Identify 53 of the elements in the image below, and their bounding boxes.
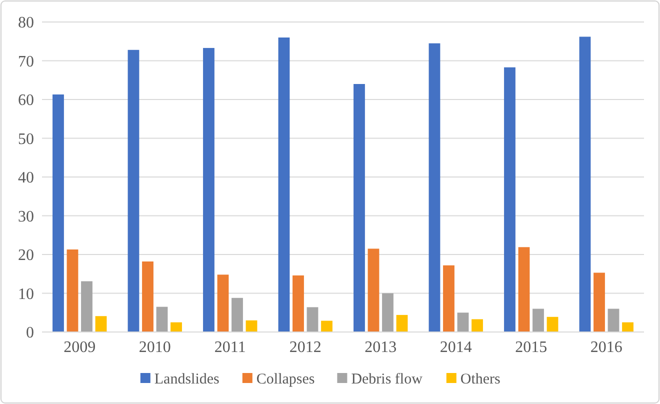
y-tick-label: 30	[18, 208, 34, 226]
x-tick-label: 2014	[440, 339, 472, 356]
x-tick-label: 2016	[590, 339, 622, 356]
y-tick-label: 50	[18, 130, 34, 148]
legend-label: Debris flow	[351, 371, 423, 388]
x-tick-label: 2011	[214, 339, 246, 356]
bar	[217, 274, 229, 332]
bar	[52, 94, 64, 332]
y-tick-label: 0	[26, 324, 34, 342]
bar	[128, 50, 140, 332]
x-tick-label: 2010	[138, 339, 171, 356]
bar	[292, 275, 304, 332]
bar	[81, 281, 92, 332]
x-tick-label: 2015	[515, 339, 548, 356]
y-tick-label: 80	[18, 14, 34, 32]
y-tick-label: 20	[18, 247, 34, 264]
bar	[428, 43, 440, 332]
y-tick-label: 70	[18, 53, 34, 70]
bar	[368, 248, 380, 332]
bar	[472, 319, 483, 332]
bar	[457, 312, 469, 332]
bar	[142, 261, 154, 332]
bar	[396, 314, 408, 332]
legend-label: Landslides	[154, 371, 220, 388]
bar	[594, 272, 605, 332]
bar	[170, 322, 182, 332]
y-tick-label: 60	[18, 92, 34, 110]
bar	[579, 36, 591, 332]
legend-label: Collapses	[256, 371, 315, 388]
bar	[518, 247, 530, 332]
bar	[354, 84, 365, 332]
bar	[532, 308, 544, 332]
bar	[232, 298, 243, 332]
bar	[382, 293, 394, 332]
bar	[443, 265, 454, 332]
bar	[608, 308, 620, 332]
bar	[203, 48, 214, 332]
bar	[306, 307, 318, 332]
bar	[622, 322, 634, 332]
bar	[66, 249, 78, 332]
bar	[321, 320, 332, 332]
bar	[156, 306, 168, 332]
bar	[95, 316, 107, 332]
legend-label: Others	[460, 371, 501, 388]
y-tick-label: 10	[18, 286, 34, 303]
x-tick-label: 2009	[64, 339, 96, 356]
bar	[246, 320, 258, 332]
y-tick-label: 40	[18, 170, 34, 187]
bar	[504, 67, 516, 332]
bar	[546, 316, 558, 332]
bar	[278, 38, 290, 332]
x-tick-label: 2012	[289, 339, 322, 356]
x-tick-label: 2013	[364, 339, 397, 356]
